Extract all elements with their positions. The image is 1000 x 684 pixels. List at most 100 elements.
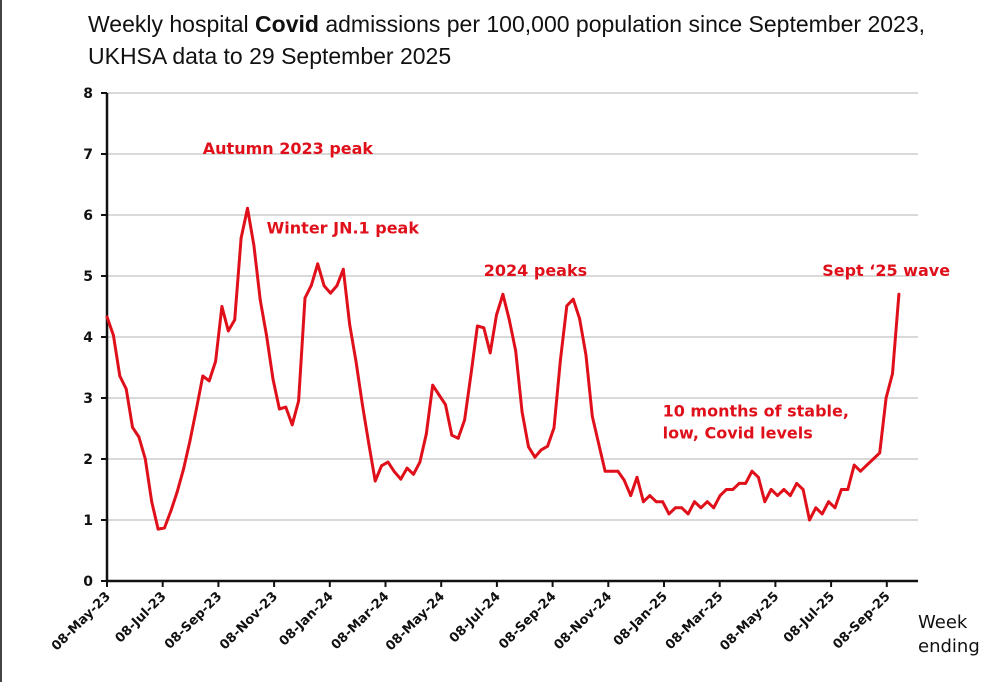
data-point <box>763 500 767 504</box>
annotation-text: low, Covid levels <box>663 423 813 442</box>
data-point <box>891 372 894 375</box>
data-point <box>507 318 511 322</box>
y-tick-label: 8 <box>83 86 93 102</box>
data-point <box>820 512 824 516</box>
data-point <box>361 403 364 407</box>
y-tick-label: 3 <box>83 391 93 407</box>
data-point <box>175 490 179 494</box>
data-point <box>559 358 562 362</box>
annotation-text: 10 months of stable, <box>663 401 849 420</box>
y-tick-label: 0 <box>83 574 93 590</box>
x-tick-label: 08-Sep-23 <box>162 589 225 652</box>
data-point <box>616 469 620 473</box>
data-point <box>386 460 390 464</box>
data-point <box>584 353 588 357</box>
data-point <box>131 425 134 429</box>
data-point <box>731 488 735 491</box>
data-point <box>642 500 645 504</box>
y-tick-label: 1 <box>83 513 93 529</box>
x-tick-label: 08-Sep-24 <box>496 589 559 652</box>
data-point <box>897 292 901 296</box>
data-point <box>654 500 658 504</box>
x-tick-label: 08-Jul-24 <box>447 589 504 646</box>
data-point <box>527 445 530 449</box>
data-point <box>271 377 275 381</box>
data-point <box>412 472 415 476</box>
data-point <box>150 500 154 504</box>
x-tick-label: 08-Nov-24 <box>551 589 615 653</box>
data-point <box>674 506 677 510</box>
x-axis: 08-May-2308-Jul-2308-Sep-2308-Nov-2308-J… <box>49 579 918 654</box>
title-bold-word: Covid <box>255 11 319 37</box>
data-point <box>469 372 473 376</box>
data-point <box>852 463 856 467</box>
data-point <box>201 374 205 378</box>
data-point <box>859 469 862 473</box>
data-point <box>622 479 626 482</box>
data-point <box>884 396 888 400</box>
data-point <box>776 494 779 497</box>
data-point <box>808 518 811 522</box>
data-point <box>310 283 313 287</box>
data-point <box>105 315 109 319</box>
gridlines <box>107 92 918 521</box>
data-point <box>405 466 409 470</box>
x-tick-label: 08-Jan-24 <box>277 589 337 649</box>
data-point <box>750 469 754 473</box>
data-point <box>552 426 556 430</box>
x-tick-label: 08-Sep-25 <box>830 589 893 652</box>
data-point <box>629 494 633 497</box>
chart-title: Weekly hospital Covid admissions per 100… <box>88 8 968 72</box>
x-axis-label: Week ending <box>918 612 980 657</box>
annotation-autumn-2023-peak: Autumn 2023 peak <box>203 139 374 158</box>
data-point <box>769 488 773 491</box>
data-point <box>705 500 709 504</box>
data-point <box>424 432 428 436</box>
x-tick-label: 08-May-25 <box>717 589 782 654</box>
data-point <box>303 296 307 300</box>
data-point <box>431 383 435 387</box>
data-point <box>533 455 537 459</box>
data-point <box>865 463 869 467</box>
data-point <box>801 488 805 491</box>
data-point <box>169 509 173 513</box>
data-point <box>354 360 358 364</box>
data-point <box>757 475 760 479</box>
annotation-winter-jn1-peak: Winter JN.1 peak <box>267 218 420 237</box>
data-point <box>737 482 741 485</box>
data-point <box>297 399 300 403</box>
x-tick-label: 08-Jan-25 <box>611 589 671 649</box>
annotations: Autumn 2023 peak Winter JN.1 peak 2024 pea… <box>203 139 950 442</box>
data-point <box>444 403 447 407</box>
data-point <box>603 469 607 473</box>
data-point <box>693 500 696 504</box>
data-point <box>450 433 454 437</box>
data-point <box>393 470 396 474</box>
data-point <box>565 304 569 308</box>
annotation-peaks-2024: 2024 peaks <box>484 261 587 280</box>
data-point <box>399 477 403 481</box>
y-tick-label: 6 <box>83 208 93 224</box>
data-point <box>482 326 486 330</box>
data-point <box>667 512 671 516</box>
data-point <box>725 488 728 491</box>
data-point <box>744 482 747 485</box>
data-point <box>335 284 339 288</box>
data-point <box>610 469 613 473</box>
x-tick-label: 08-Jul-25 <box>781 589 838 646</box>
annotation-sept-25-wave: Sept ‘25 wave <box>822 261 950 280</box>
data-point <box>878 451 882 455</box>
data-point <box>699 506 703 510</box>
data-point <box>635 475 639 479</box>
data-point <box>143 457 147 461</box>
data-point <box>437 393 441 397</box>
annotation-stable-low-levels: 10 months of stable, low, Covid levels <box>663 401 849 442</box>
data-point <box>495 313 498 317</box>
data-point <box>226 329 230 333</box>
data-point <box>814 506 818 510</box>
data-point <box>456 436 460 440</box>
data-point <box>782 488 786 491</box>
data-point <box>188 439 192 443</box>
data-point <box>718 494 722 497</box>
